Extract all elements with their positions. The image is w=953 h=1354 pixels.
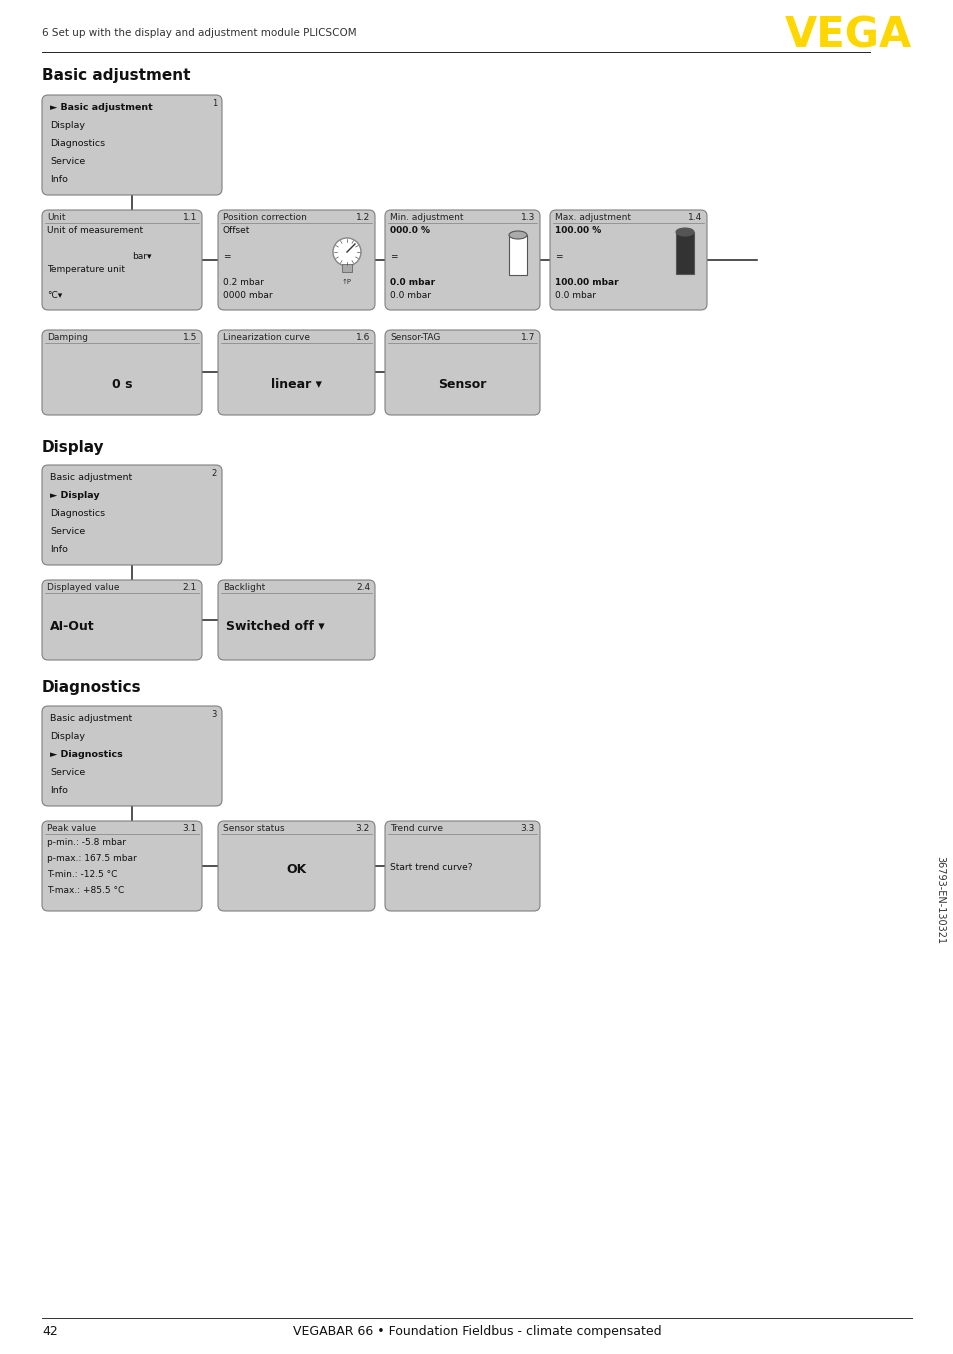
Text: =: = [223, 252, 231, 261]
Text: Diagnostics: Diagnostics [50, 509, 105, 519]
Text: Service: Service [50, 157, 85, 167]
FancyBboxPatch shape [42, 95, 222, 195]
Text: 1.1: 1.1 [182, 213, 196, 222]
Text: Sensor status: Sensor status [223, 825, 284, 833]
Text: ↑P: ↑P [341, 279, 352, 284]
Text: Diagnostics: Diagnostics [50, 139, 105, 148]
Text: 1.7: 1.7 [520, 333, 535, 343]
Text: AI-Out: AI-Out [50, 620, 94, 634]
Text: ► Basic adjustment: ► Basic adjustment [50, 103, 152, 112]
Text: Display: Display [50, 733, 85, 741]
FancyBboxPatch shape [385, 210, 539, 310]
Text: 0.0 mbar: 0.0 mbar [555, 291, 596, 301]
Text: VEGABAR 66 • Foundation Fieldbus - climate compensated: VEGABAR 66 • Foundation Fieldbus - clima… [293, 1326, 660, 1338]
Text: Trend curve: Trend curve [390, 825, 442, 833]
FancyBboxPatch shape [550, 210, 706, 310]
Text: p-min.: -5.8 mbar: p-min.: -5.8 mbar [47, 838, 126, 848]
Text: VEGA: VEGA [784, 15, 911, 57]
Text: Basic adjustment: Basic adjustment [50, 714, 132, 723]
Text: Start trend curve?: Start trend curve? [390, 862, 472, 872]
Text: 1.4: 1.4 [687, 213, 701, 222]
Text: 36793-EN-130321: 36793-EN-130321 [934, 856, 944, 944]
Text: 3.1: 3.1 [182, 825, 196, 833]
Text: Switched off ▾: Switched off ▾ [226, 620, 324, 634]
Circle shape [333, 238, 360, 265]
Text: Backlight: Backlight [223, 584, 265, 592]
FancyBboxPatch shape [218, 330, 375, 414]
Text: p-max.: 167.5 mbar: p-max.: 167.5 mbar [47, 854, 136, 862]
Text: 2: 2 [212, 468, 216, 478]
Text: ► Diagnostics: ► Diagnostics [50, 750, 123, 760]
FancyBboxPatch shape [42, 330, 202, 414]
Text: 1.2: 1.2 [355, 213, 370, 222]
Text: 0.0 mbar: 0.0 mbar [390, 278, 435, 287]
Text: Display: Display [42, 440, 105, 455]
Text: 1.6: 1.6 [355, 333, 370, 343]
FancyBboxPatch shape [42, 580, 202, 659]
Text: Min. adjustment: Min. adjustment [390, 213, 463, 222]
Text: ► Display: ► Display [50, 492, 99, 500]
Text: Sensor: Sensor [437, 378, 486, 391]
Text: Damping: Damping [47, 333, 88, 343]
Text: 100.00 %: 100.00 % [555, 226, 600, 236]
Text: 2.4: 2.4 [355, 584, 370, 592]
Text: Temperature unit: Temperature unit [47, 265, 125, 274]
Ellipse shape [509, 232, 526, 240]
FancyBboxPatch shape [218, 821, 375, 911]
Text: 000.0 %: 000.0 % [390, 226, 430, 236]
Text: 42: 42 [42, 1326, 58, 1338]
Bar [676, 232, 693, 274]
Text: Position correction: Position correction [223, 213, 307, 222]
Bar [509, 236, 526, 275]
Text: Sensor-TAG: Sensor-TAG [390, 333, 440, 343]
Text: Display: Display [50, 121, 85, 130]
Text: =: = [555, 252, 562, 261]
Text: 0.0 mbar: 0.0 mbar [390, 291, 431, 301]
Text: 1.3: 1.3 [520, 213, 535, 222]
Text: =: = [390, 252, 397, 261]
FancyBboxPatch shape [385, 821, 539, 911]
Text: Max. adjustment: Max. adjustment [555, 213, 630, 222]
FancyBboxPatch shape [42, 210, 202, 310]
Text: 1: 1 [212, 99, 216, 108]
Text: T-min.: -12.5 °C: T-min.: -12.5 °C [47, 871, 117, 879]
Text: 0 s: 0 s [112, 378, 132, 391]
Text: 3.2: 3.2 [355, 825, 370, 833]
Text: Basic adjustment: Basic adjustment [42, 68, 191, 83]
Ellipse shape [676, 227, 693, 236]
Text: OK: OK [286, 862, 306, 876]
Text: Displayed value: Displayed value [47, 584, 119, 592]
Text: Info: Info [50, 546, 68, 554]
Text: Unit of measurement: Unit of measurement [47, 226, 143, 236]
Text: 2.1: 2.1 [183, 584, 196, 592]
FancyBboxPatch shape [218, 210, 375, 310]
Text: Info: Info [50, 175, 68, 184]
Text: Diagnostics: Diagnostics [42, 680, 141, 695]
Text: 1.5: 1.5 [182, 333, 196, 343]
Text: °C▾: °C▾ [47, 291, 62, 301]
Text: 0000 mbar: 0000 mbar [223, 291, 273, 301]
Text: Basic adjustment: Basic adjustment [50, 473, 132, 482]
Text: linear ▾: linear ▾ [271, 378, 321, 391]
Text: bar▾: bar▾ [132, 252, 152, 261]
Text: Offset: Offset [223, 226, 250, 236]
Text: Peak value: Peak value [47, 825, 96, 833]
Text: 3: 3 [212, 709, 216, 719]
FancyBboxPatch shape [385, 330, 539, 414]
Text: 3.3: 3.3 [520, 825, 535, 833]
FancyBboxPatch shape [42, 705, 222, 806]
Text: T-max.: +85.5 °C: T-max.: +85.5 °C [47, 886, 124, 895]
Text: Service: Service [50, 768, 85, 777]
FancyBboxPatch shape [218, 580, 375, 659]
FancyBboxPatch shape [42, 464, 222, 565]
Text: 6 Set up with the display and adjustment module PLICSCOM: 6 Set up with the display and adjustment… [42, 28, 356, 38]
Bar [341, 264, 352, 272]
Text: Unit: Unit [47, 213, 66, 222]
Text: Info: Info [50, 787, 68, 795]
Text: 100.00 mbar: 100.00 mbar [555, 278, 618, 287]
FancyBboxPatch shape [42, 821, 202, 911]
Text: 0.2 mbar: 0.2 mbar [223, 278, 264, 287]
Text: Linearization curve: Linearization curve [223, 333, 310, 343]
Text: Service: Service [50, 527, 85, 536]
